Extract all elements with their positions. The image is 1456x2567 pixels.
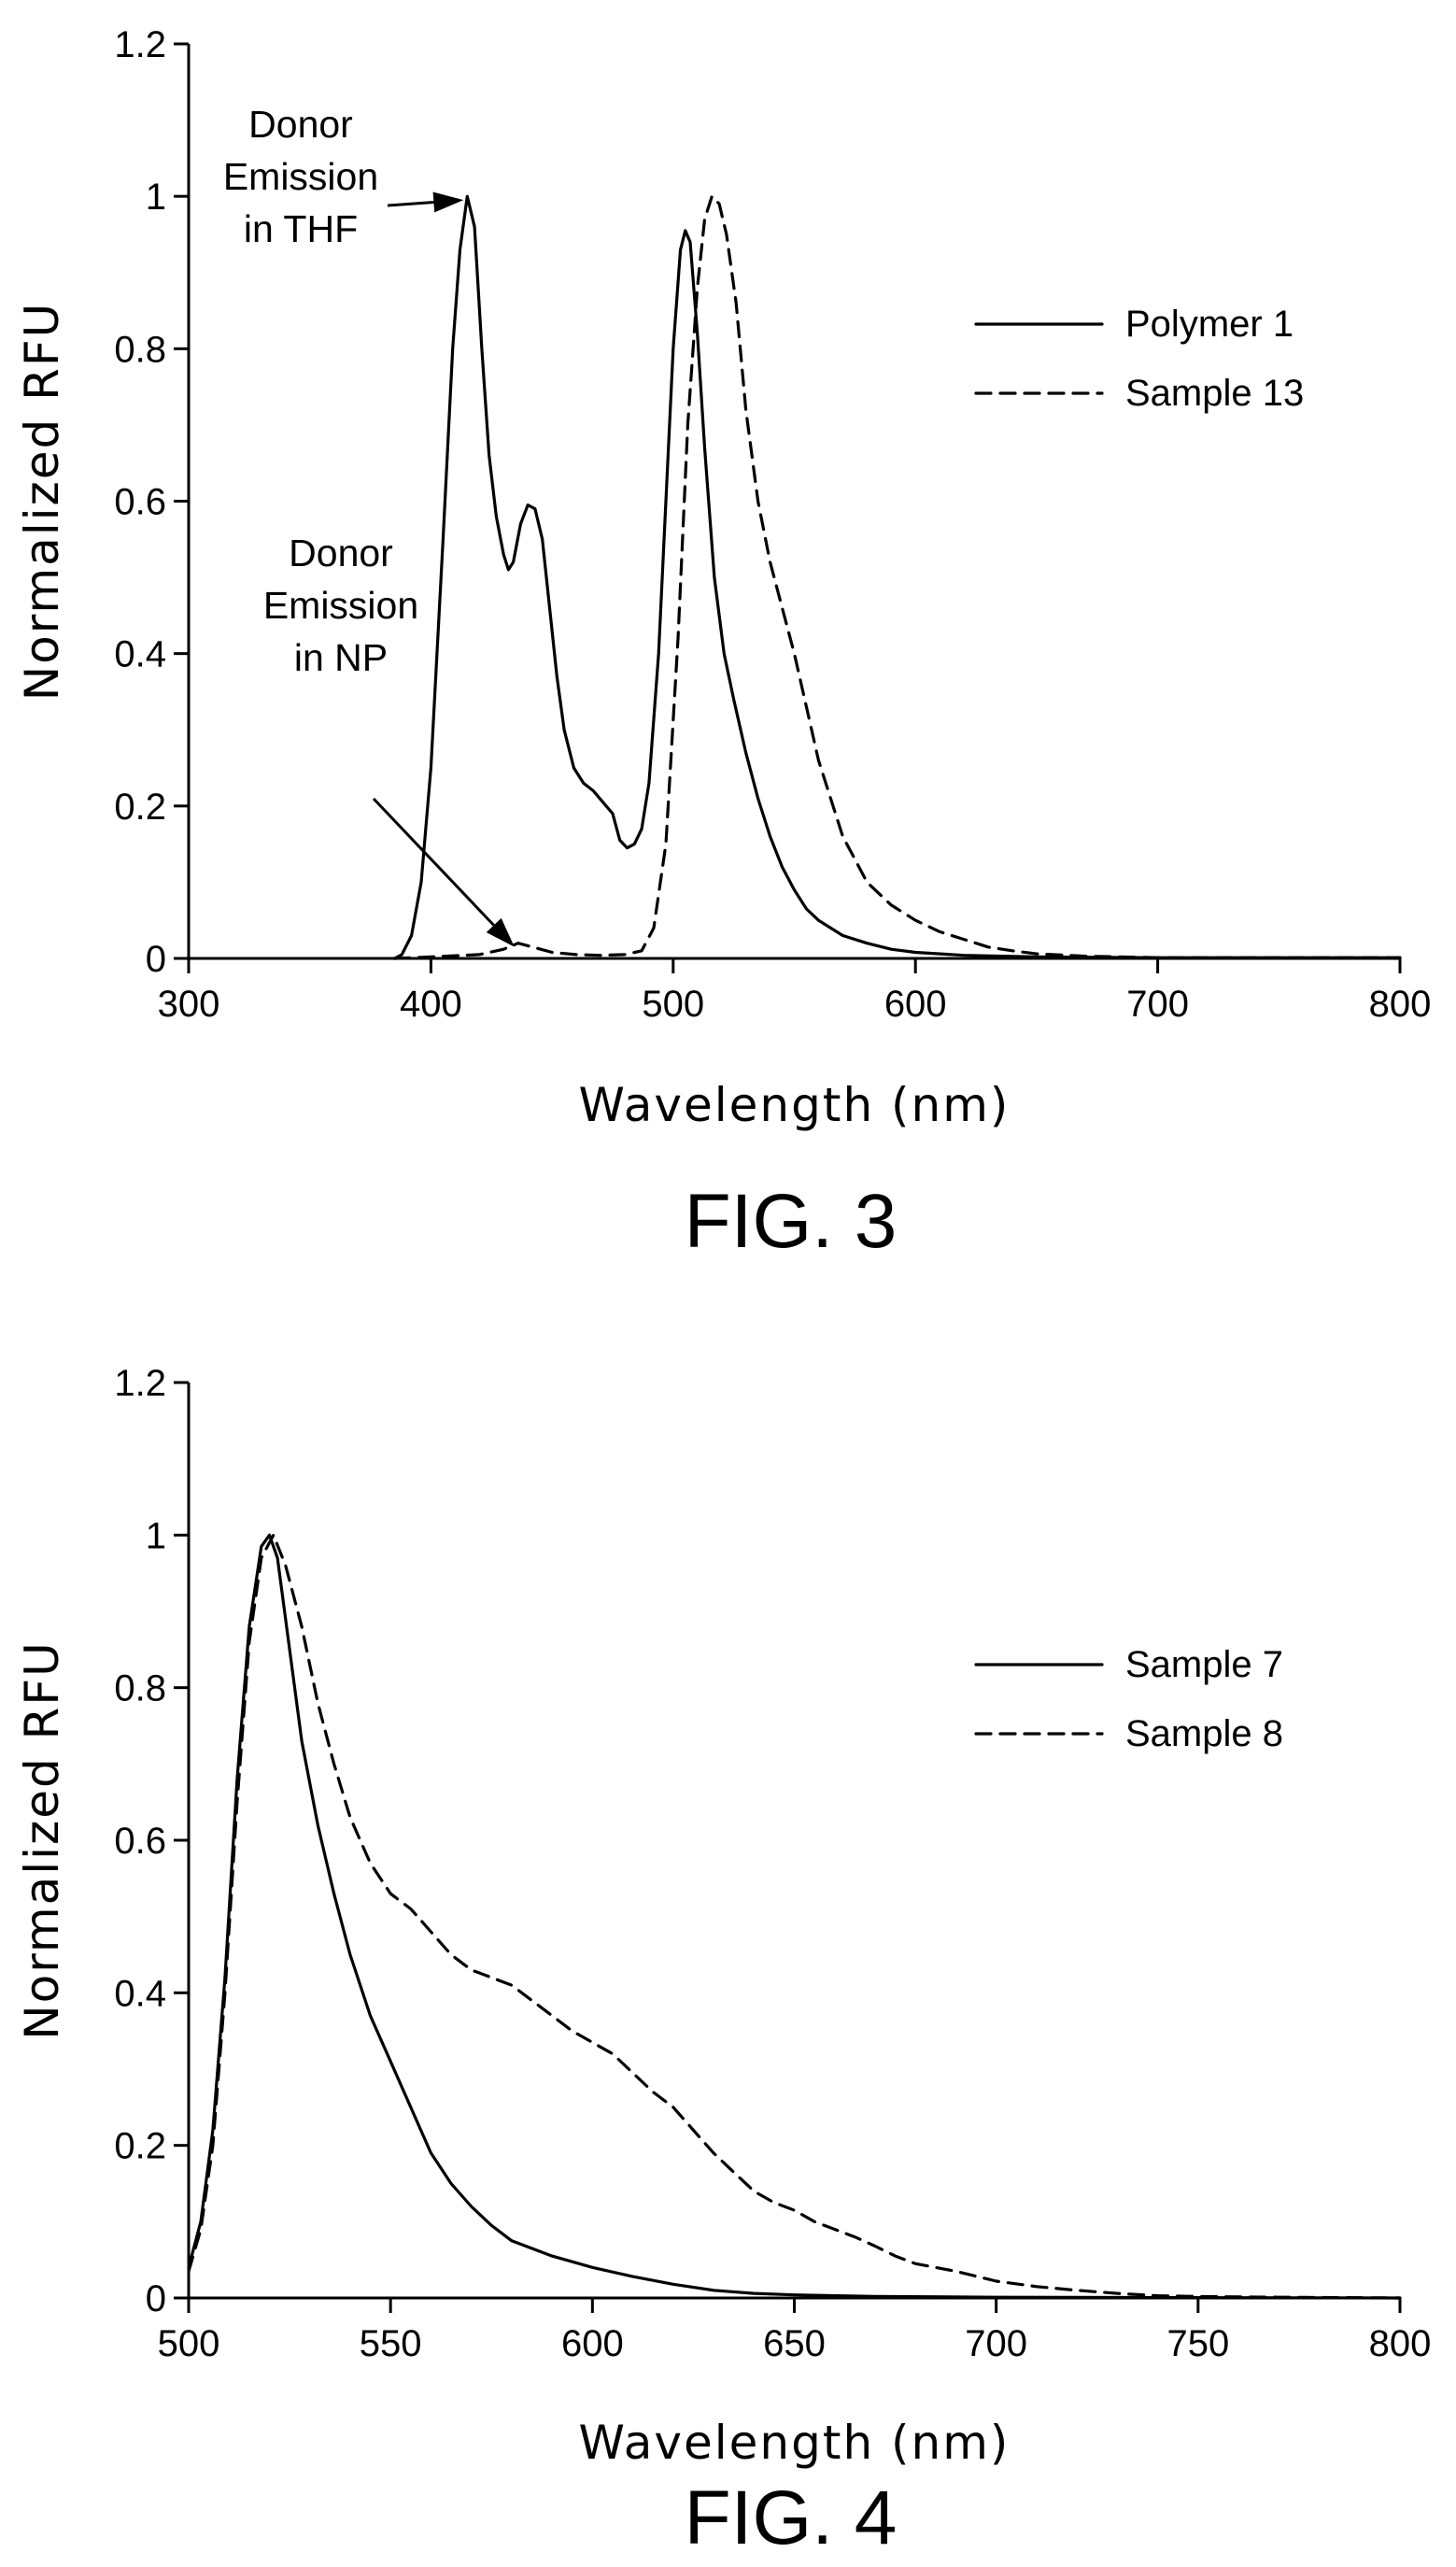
annotation-arrow [387,200,434,207]
y-tick-label: 0.4 [114,634,166,675]
y-tick-label: 1 [146,1515,166,1556]
axes: 0 0.2 0.4 0.6 0.8 1 1.2 500 550 600 650 700 750 800 [114,1363,1431,2364]
legend: Sample 7 Sample 8 [974,1644,1283,1754]
series-line-sample-8 [187,1533,1402,2300]
annotation-text: Emission [223,155,378,198]
annotation: Donor Emission in THF [223,103,464,250]
x-tick-label: 700 [1126,984,1189,1025]
y-tick-label: 0.2 [114,2126,166,2167]
annotation-arrow [372,797,495,927]
x-tick-label: 650 [763,2323,826,2364]
y-axis-title: Normalized RFU [15,302,69,702]
y-tick-label: 0.6 [114,482,166,523]
annotation-text: Emission [263,584,418,627]
chart-1: 0 0.2 0.4 0.6 0.8 1 1.2 300 400 500 600 700 800 Wavel… [15,24,1431,1264]
figure-label: FIG. 4 [685,2475,898,2560]
y-tick-label: 0 [146,939,166,980]
arrow-head [432,191,464,213]
annotation-text: Donor [289,532,393,574]
series-line-polymer-1 [392,194,1402,960]
annotation: Donor Emission in NP [263,532,515,947]
series-line-sample-7 [187,1533,1402,2300]
y-tick-label: 0.6 [114,1821,166,1862]
y-tick-label: 0.4 [114,1973,166,2014]
y-tick-label: 0.2 [114,787,166,828]
x-tick-label: 500 [158,2323,220,2364]
x-axis-title: Wavelength (nm) [579,2416,1011,2470]
arrow-head [486,917,515,947]
y-tick-label: 0.8 [114,329,166,370]
x-tick-label: 600 [561,2323,624,2364]
y-tick-label: 1.2 [114,1363,166,1404]
x-tick-label: 700 [965,2323,1027,2364]
axes: 0 0.2 0.4 0.6 0.8 1 1.2 300 400 500 600 700 800 [114,24,1431,1025]
x-tick-label: 800 [1369,2323,1432,2364]
legend: Polymer 1 Sample 13 [974,304,1304,414]
series-line-sample-13 [392,194,1402,960]
x-tick-label: 800 [1369,984,1432,1025]
annotation-text: Donor [248,103,353,146]
x-axis-title: Wavelength (nm) [579,1078,1011,1132]
annotation-text: in THF [244,207,358,250]
x-tick-label: 400 [400,984,462,1025]
y-axis-title: Normalized RFU [15,1640,69,2040]
y-tick-label: 1 [146,177,166,218]
y-tick-label: 0 [146,2278,166,2319]
legend-entry: Polymer 1 [1125,304,1293,345]
x-tick-label: 600 [884,984,947,1025]
annotation-text: in NP [294,636,388,679]
y-tick-label: 1.2 [114,24,166,65]
x-tick-label: 300 [158,984,220,1025]
x-tick-label: 750 [1166,2323,1229,2364]
figure-label: FIG. 3 [685,1179,898,1264]
legend-entry: Sample 8 [1125,1713,1283,1754]
legend-entry: Sample 7 [1125,1644,1283,1685]
y-tick-label: 0.8 [114,1668,166,1709]
x-tick-label: 500 [642,984,704,1025]
chart-2: 0 0.2 0.4 0.6 0.8 1 1.2 500 550 600 650 700 750 800 Wa… [15,1363,1431,2560]
x-tick-label: 550 [360,2323,422,2364]
legend-entry: Sample 13 [1125,373,1304,414]
